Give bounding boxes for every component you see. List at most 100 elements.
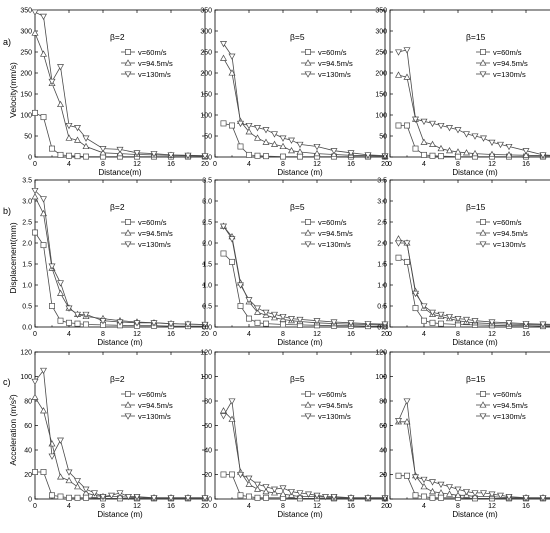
legend-marker (479, 241, 487, 248)
data-point-s2 (420, 483, 428, 490)
data-point-s1 (83, 321, 89, 328)
y-tick-label: 1.0 (22, 283, 32, 290)
legend-marker (124, 229, 132, 236)
data-point-s3 (167, 495, 175, 502)
y-tick-label: 0.0 (377, 325, 387, 332)
data-point-s3 (245, 475, 253, 482)
x-axis-label: Distance(m) (98, 168, 141, 177)
legend-label: v=60m/s (138, 390, 167, 399)
data-point-s1 (32, 109, 38, 116)
data-point-s1 (395, 254, 402, 261)
x-axis-label: Distance (m) (277, 168, 323, 177)
legend-label: v=130m/s (493, 70, 526, 79)
x-tick-label: 16 (347, 331, 355, 338)
ylabel-acceleration: Acceleration (m/s²) (8, 394, 18, 465)
series-line-3 (223, 43, 386, 157)
y-tick-label: 300 (375, 29, 387, 36)
y-tick-label: 200 (200, 71, 212, 78)
data-point-s3 (245, 122, 253, 130)
legend-marker (125, 219, 131, 225)
data-point-s3 (403, 47, 411, 54)
data-point-s1 (229, 122, 235, 129)
data-point-s3 (437, 122, 445, 130)
data-point-s3 (254, 305, 261, 312)
data-point-s2 (220, 54, 227, 61)
row-label-a: a) (3, 37, 11, 47)
row-label-c: c) (3, 377, 11, 387)
data-point-s3 (288, 316, 295, 323)
data-point-s3 (488, 491, 496, 498)
data-point-s3 (381, 495, 389, 502)
data-point-s3 (262, 309, 270, 317)
data-point-s3 (201, 153, 209, 160)
data-point-s3 (347, 320, 355, 327)
y-tick-label: 80 (379, 399, 387, 406)
x-tick-label: 4 (422, 331, 426, 338)
data-point-s3 (167, 152, 175, 159)
legend-marker (124, 241, 132, 248)
data-point-s1 (395, 122, 402, 129)
legend-label: v=130m/s (318, 70, 351, 79)
data-point-s2 (99, 149, 107, 156)
data-point-s2 (403, 73, 411, 80)
data-point-s3 (133, 494, 141, 501)
data-point-s3 (133, 320, 141, 327)
data-point-s3 (296, 490, 304, 497)
y-tick-label: 60 (24, 423, 32, 430)
legend-label: v=94.5m/s (318, 229, 353, 238)
data-point-s3 (437, 311, 445, 319)
data-point-s3 (74, 125, 81, 132)
data-point-s1 (412, 305, 419, 312)
legend-marker (124, 401, 132, 408)
legend-label: v=94.5m/s (318, 59, 353, 68)
x-tick-label: 0 (213, 503, 217, 510)
ylabel-displacement: Displacement(mm) (8, 222, 18, 293)
x-tick-label: 8 (101, 161, 105, 168)
data-point-s2 (228, 69, 236, 76)
data-point-s3 (522, 321, 530, 328)
data-point-s2 (74, 483, 81, 490)
data-point-s1 (32, 229, 38, 236)
chart-title: β=15 (466, 374, 486, 384)
legend-label: v=60m/s (138, 48, 167, 57)
y-tick-label: 100 (20, 113, 32, 120)
data-point-s1 (66, 152, 72, 159)
data-point-s3 (201, 495, 209, 502)
data-point-s3 (296, 316, 304, 324)
data-point-s3 (116, 319, 124, 326)
data-point-s1 (229, 258, 235, 265)
data-point-s3 (454, 486, 462, 493)
data-point-s2 (262, 487, 270, 495)
y-tick-label: 300 (20, 29, 32, 36)
series-line-3 (34, 190, 206, 325)
data-point-s1 (49, 303, 55, 309)
y-tick-label: 100 (20, 374, 32, 381)
y-tick-label: 350 (200, 8, 212, 15)
data-point-s3 (381, 153, 389, 160)
data-point-s2 (262, 138, 270, 145)
data-point-s2 (395, 235, 402, 242)
legend-label: v=60m/s (318, 48, 347, 57)
data-point-s1 (40, 242, 47, 249)
data-point-s2 (395, 71, 402, 78)
data-point-s1 (74, 320, 81, 327)
legend-marker (304, 71, 312, 78)
chart-panel-4: 0.0 0.5 1.0 1.5 2.0 2.5 3.0 3.5 0 4 8 12 16 20 Distanc… (22, 178, 209, 348)
data-point-s1 (32, 469, 38, 475)
legend: v=60m/s v=94.5m/s v=130m/s (301, 48, 353, 79)
data-point-s2 (220, 407, 227, 414)
data-point-s1 (455, 153, 461, 160)
data-point-s1 (438, 494, 444, 501)
legend-marker (304, 413, 312, 420)
data-point-s3 (48, 263, 56, 270)
data-point-s2 (288, 146, 295, 154)
legend-label: v=130m/s (138, 240, 171, 249)
data-point-s2 (429, 487, 436, 495)
y-tick-label: 250 (20, 50, 32, 57)
data-point-s3 (313, 143, 321, 151)
legend-label: v=94.5m/s (318, 401, 353, 410)
legend-label: v=94.5m/s (493, 59, 528, 68)
data-point-s1 (237, 492, 244, 499)
y-tick-label: 1.5 (22, 262, 32, 269)
